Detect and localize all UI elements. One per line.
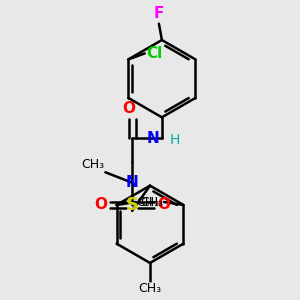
Text: CH₃: CH₃ <box>140 196 163 208</box>
Text: CH₃: CH₃ <box>81 158 104 171</box>
Text: CH₃: CH₃ <box>138 282 162 295</box>
Text: H: H <box>169 133 180 147</box>
Text: N: N <box>146 130 159 146</box>
Text: N: N <box>126 175 139 190</box>
Text: S: S <box>126 196 139 214</box>
Text: O: O <box>94 197 107 212</box>
Text: O: O <box>157 197 170 212</box>
Text: F: F <box>154 6 164 21</box>
Text: Cl: Cl <box>146 46 163 61</box>
Text: O: O <box>122 101 135 116</box>
Text: CH₃: CH₃ <box>137 196 160 208</box>
